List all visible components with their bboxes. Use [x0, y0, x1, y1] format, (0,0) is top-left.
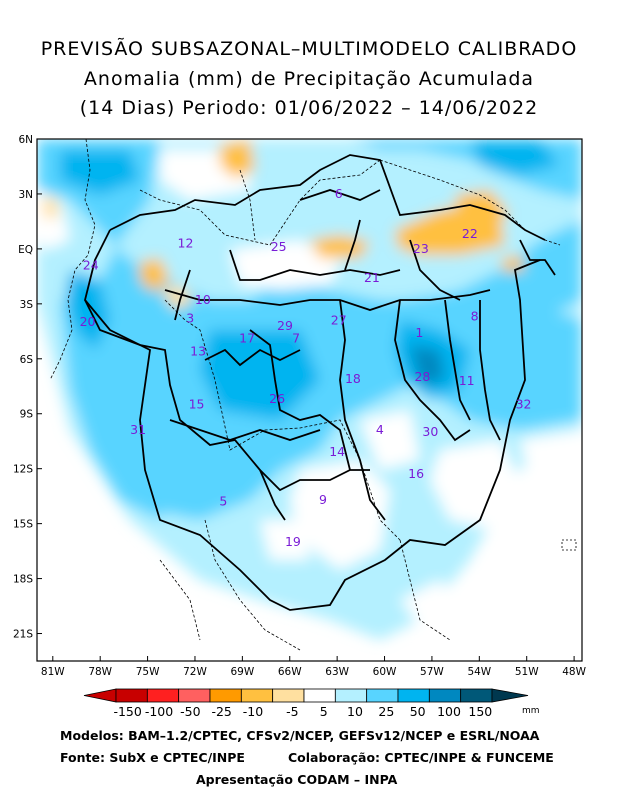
colorbar-tick-label: -5 [286, 704, 298, 719]
colorbar-tick-label: 25 [378, 704, 394, 719]
title-line-2: Anomalia (mm) de Precipitação Acumulada [83, 68, 535, 90]
title-line-1: PREVISÃO SUBSAZONAL–MULTIMODELO CALIBRAD… [40, 38, 578, 60]
region-label: 6 [335, 186, 343, 201]
region-label: 9 [319, 492, 327, 507]
footer-presentation: Apresentação CODAM – INPA [196, 772, 398, 787]
colorbar-tick-label: 150 [468, 704, 492, 719]
footer-collaboration: Colaboração: CPTEC/INPE & FUNCEME [288, 750, 554, 765]
region-label: 29 [277, 318, 293, 333]
region-label: 19 [285, 534, 301, 549]
lon-label: 69W [230, 666, 254, 678]
region-label: 3 [186, 310, 194, 325]
lat-label: 3S [20, 299, 34, 311]
colorbar-tick-label: 5 [320, 704, 328, 719]
colorbar-swatch [115, 688, 148, 703]
colorbar-tick-label: -10 [243, 704, 263, 719]
lon-label: 51W [515, 666, 539, 678]
lon-label: 72W [183, 666, 207, 678]
lon-label: 54W [467, 666, 491, 678]
region-label: 13 [190, 343, 206, 358]
lat-label: 6N [18, 134, 33, 146]
lat-label: EQ [18, 244, 33, 256]
region-label: 16 [408, 466, 424, 481]
region-label: 8 [471, 309, 479, 324]
region-label: 17 [239, 331, 255, 346]
region-label: 10 [195, 292, 211, 307]
lon-label: 57W [420, 666, 444, 678]
colorbar-tick-label: -150 [113, 704, 141, 719]
region-label: 18 [345, 371, 361, 386]
lon-label: 48W [562, 666, 586, 678]
colorbar-swatch [397, 688, 430, 703]
lon-label: 78W [88, 666, 112, 678]
region-label: 27 [331, 312, 347, 327]
region-label: 14 [329, 444, 345, 459]
region-label: 32 [516, 397, 532, 412]
region-label: 24 [83, 257, 99, 272]
region-label: 28 [414, 369, 430, 384]
lat-label: 9S [20, 409, 34, 421]
region-label: 21 [364, 270, 380, 285]
lat-label: 18S [13, 574, 33, 586]
region-label: 31 [130, 422, 146, 437]
region-label: 25 [271, 239, 287, 254]
lat-label: 12S [13, 464, 33, 476]
lon-label: 60W [373, 666, 397, 678]
colorbar-swatch [334, 688, 368, 703]
colorbar-swatch [146, 688, 180, 703]
colorbar-tick-label: -50 [180, 704, 200, 719]
colorbar: -150 -100 -50 -25 -10 -5 5 10 25 50 100 150 [83, 688, 529, 719]
region-label: 22 [462, 226, 478, 241]
footer-models: Modelos: BAM–1.2/CPTEC, CFSv2/NCEP, GEFS… [60, 728, 540, 743]
lat-label: 3N [18, 189, 33, 201]
basin-boundaries [84, 154, 556, 611]
colorbar-swatch [209, 688, 242, 703]
anomaly-field [37, 139, 582, 661]
region-label: 1 [415, 325, 423, 340]
map-frame [36, 138, 583, 662]
colorbar-tick-label: 50 [410, 704, 426, 719]
title-line-3: (14 Dias) Periodo: 01/06/2022 – 14/06/20… [79, 97, 539, 119]
region-label: 11 [459, 373, 475, 388]
colorbar-unit: mm [522, 706, 540, 716]
region-label: 30 [422, 424, 438, 439]
colorbar-max-arrow [491, 688, 529, 703]
lon-label: 66W [278, 666, 302, 678]
region-label: 7 [292, 331, 300, 346]
region-label: 15 [189, 397, 205, 412]
colorbar-swatch [272, 688, 305, 703]
lat-label: 15S [13, 519, 33, 531]
region-label: 26 [269, 391, 285, 406]
colorbar-swatch [428, 688, 462, 703]
lat-label: 21S [13, 629, 33, 641]
colorbar-tick-label: -25 [211, 704, 231, 719]
footer-source: Fonte: SubX e CPTEC/INPE [60, 750, 245, 765]
colorbar-swatch [303, 688, 336, 703]
colorbar-swatch [366, 688, 399, 703]
region-label: 4 [376, 422, 384, 437]
region-label: 12 [178, 235, 194, 250]
colorbar-swatch [240, 688, 274, 703]
lon-label: 63W [325, 666, 349, 678]
lon-label: 81W [41, 666, 65, 678]
colorbar-tick-label: -100 [145, 704, 173, 719]
lon-label: 75W [136, 666, 160, 678]
region-label: 23 [413, 241, 429, 256]
colorbar-tick-label: 100 [437, 704, 461, 719]
colorbar-tick-label: 10 [347, 704, 363, 719]
region-label: 20 [80, 314, 96, 329]
colorbar-swatch [460, 688, 493, 703]
region-label: 5 [219, 494, 227, 509]
colorbar-swatch [178, 688, 211, 703]
colorbar-min-arrow [83, 688, 117, 703]
lat-label: 6S [20, 354, 34, 366]
